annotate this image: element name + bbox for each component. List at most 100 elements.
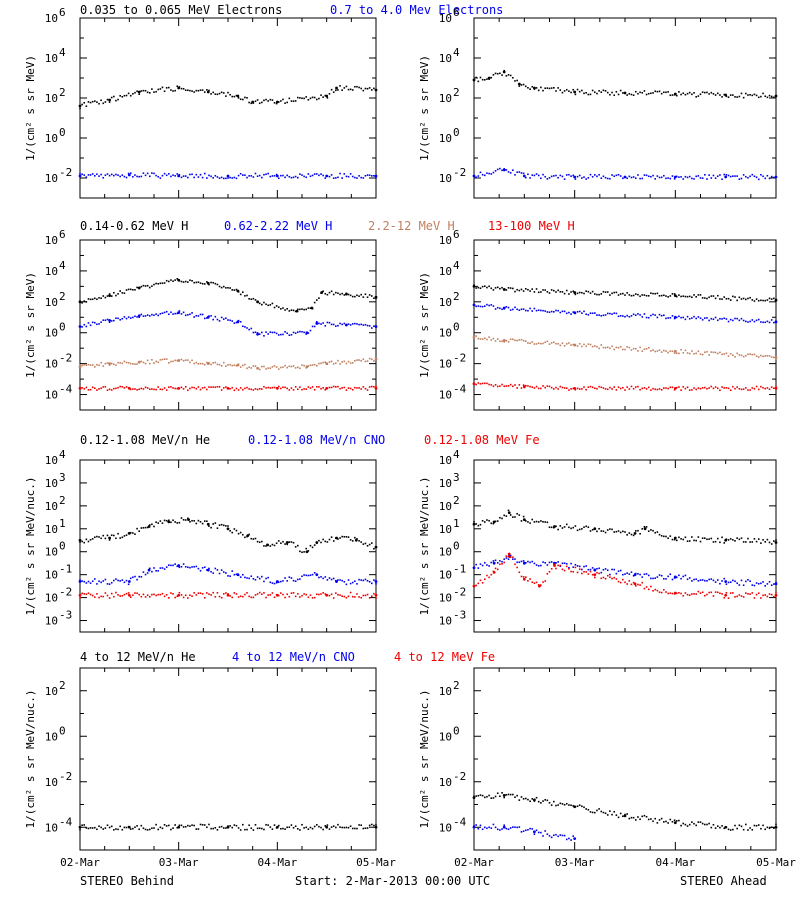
trace-dot bbox=[609, 93, 611, 96]
trace-dot bbox=[165, 358, 168, 360]
trace-dot bbox=[354, 386, 356, 389]
trace-dot bbox=[123, 581, 126, 584]
trace-dot bbox=[161, 388, 164, 391]
trace-dot bbox=[163, 358, 166, 360]
trace-dot bbox=[755, 94, 758, 97]
trace-dot bbox=[697, 387, 700, 389]
trace-dot bbox=[747, 176, 749, 179]
trace-dot bbox=[716, 92, 719, 95]
trace-dot bbox=[368, 597, 371, 599]
trace-dot bbox=[81, 103, 83, 106]
trace-dot bbox=[660, 92, 663, 95]
trace-dot bbox=[104, 827, 107, 829]
trace-dot bbox=[125, 826, 128, 829]
data-point bbox=[275, 580, 279, 583]
trace-dot bbox=[231, 531, 234, 534]
trace-dot bbox=[176, 359, 179, 362]
trace-dot bbox=[628, 573, 631, 575]
trace-dot bbox=[269, 98, 272, 101]
trace-dot bbox=[197, 519, 200, 522]
trace-dot bbox=[328, 361, 331, 363]
trace-dot bbox=[294, 175, 297, 178]
trace-dot bbox=[199, 823, 202, 826]
trace-dot bbox=[663, 577, 665, 580]
trace-dot bbox=[356, 583, 358, 585]
data-point bbox=[236, 320, 240, 324]
trace-dot bbox=[540, 520, 542, 522]
data-point bbox=[127, 531, 131, 535]
y-tick-label: 10 bbox=[45, 821, 58, 834]
trace-dot bbox=[271, 543, 274, 546]
data-point bbox=[305, 550, 309, 554]
trace-dot bbox=[121, 362, 124, 365]
trace-dot bbox=[669, 386, 672, 389]
trace-dot bbox=[142, 315, 145, 317]
trace-dot bbox=[275, 173, 278, 176]
trace-dot bbox=[555, 90, 557, 92]
trace-dot bbox=[514, 796, 516, 799]
trace-dot bbox=[591, 811, 594, 814]
trace-dot bbox=[479, 383, 482, 385]
trace-dot bbox=[576, 345, 579, 347]
trace-dot bbox=[121, 174, 124, 176]
trace-dot bbox=[553, 289, 555, 292]
y-tick-exponent: 6 bbox=[59, 228, 66, 241]
trace-dot bbox=[611, 577, 613, 580]
trace-dot bbox=[714, 386, 717, 388]
trace-dot bbox=[263, 580, 265, 583]
row-0-legend-0: 0.035 to 0.065 MeV Electrons bbox=[80, 3, 282, 17]
trace-dot bbox=[269, 387, 272, 389]
trace-dot bbox=[671, 578, 674, 581]
row-3-legend-1: 4 to 12 MeV/n CNO bbox=[232, 650, 355, 664]
trace-dot bbox=[96, 101, 98, 103]
trace-dot bbox=[191, 566, 193, 568]
trace-dot bbox=[168, 824, 170, 827]
trace-dot bbox=[292, 541, 295, 544]
trace-dot bbox=[195, 387, 198, 390]
trace-dot bbox=[524, 85, 527, 88]
trace-dot bbox=[701, 91, 704, 93]
data-point bbox=[137, 286, 141, 290]
trace-dot bbox=[138, 575, 140, 578]
trace-dot bbox=[563, 569, 566, 572]
trace-dot bbox=[596, 175, 598, 178]
trace-dot bbox=[282, 593, 284, 596]
y-tick-exponent: -4 bbox=[453, 383, 467, 396]
trace-dot bbox=[332, 825, 335, 827]
trace-dot bbox=[738, 387, 741, 390]
trace-dot bbox=[161, 86, 164, 89]
trace-dot bbox=[129, 596, 132, 598]
data-point bbox=[573, 343, 577, 347]
trace-dot bbox=[535, 520, 538, 523]
trace-dot bbox=[144, 526, 147, 529]
trace-dot bbox=[559, 802, 562, 805]
trace-dot bbox=[658, 176, 661, 179]
trace-dot bbox=[673, 293, 676, 295]
trace-dot bbox=[244, 174, 246, 176]
trace-dot bbox=[682, 594, 685, 597]
trace-dot bbox=[634, 314, 637, 316]
trace-dot bbox=[555, 342, 557, 345]
trace-dot bbox=[723, 93, 726, 96]
trace-dot bbox=[182, 826, 185, 828]
trace-dot bbox=[172, 387, 174, 389]
trace-dot bbox=[303, 308, 305, 311]
trace-dot bbox=[231, 364, 234, 367]
trace-dot bbox=[292, 579, 295, 582]
trace-dot bbox=[345, 826, 348, 829]
trace-dot bbox=[208, 823, 210, 826]
trace-dot bbox=[267, 333, 269, 335]
trace-dot bbox=[254, 824, 257, 826]
trace-dot bbox=[233, 573, 236, 576]
trace-dot bbox=[596, 293, 598, 296]
trace-dot bbox=[360, 541, 362, 543]
trace-dot bbox=[227, 319, 229, 321]
trace-dot bbox=[282, 174, 284, 177]
trace-dot bbox=[294, 546, 297, 548]
trace-dot bbox=[630, 533, 633, 536]
y-axis-label: 1/(cm² s sr MeV/nuc.) bbox=[24, 476, 37, 615]
trace-dot bbox=[339, 826, 341, 828]
trace-dot bbox=[284, 543, 286, 545]
trace-dot bbox=[225, 386, 227, 388]
trace-dot bbox=[522, 172, 525, 175]
